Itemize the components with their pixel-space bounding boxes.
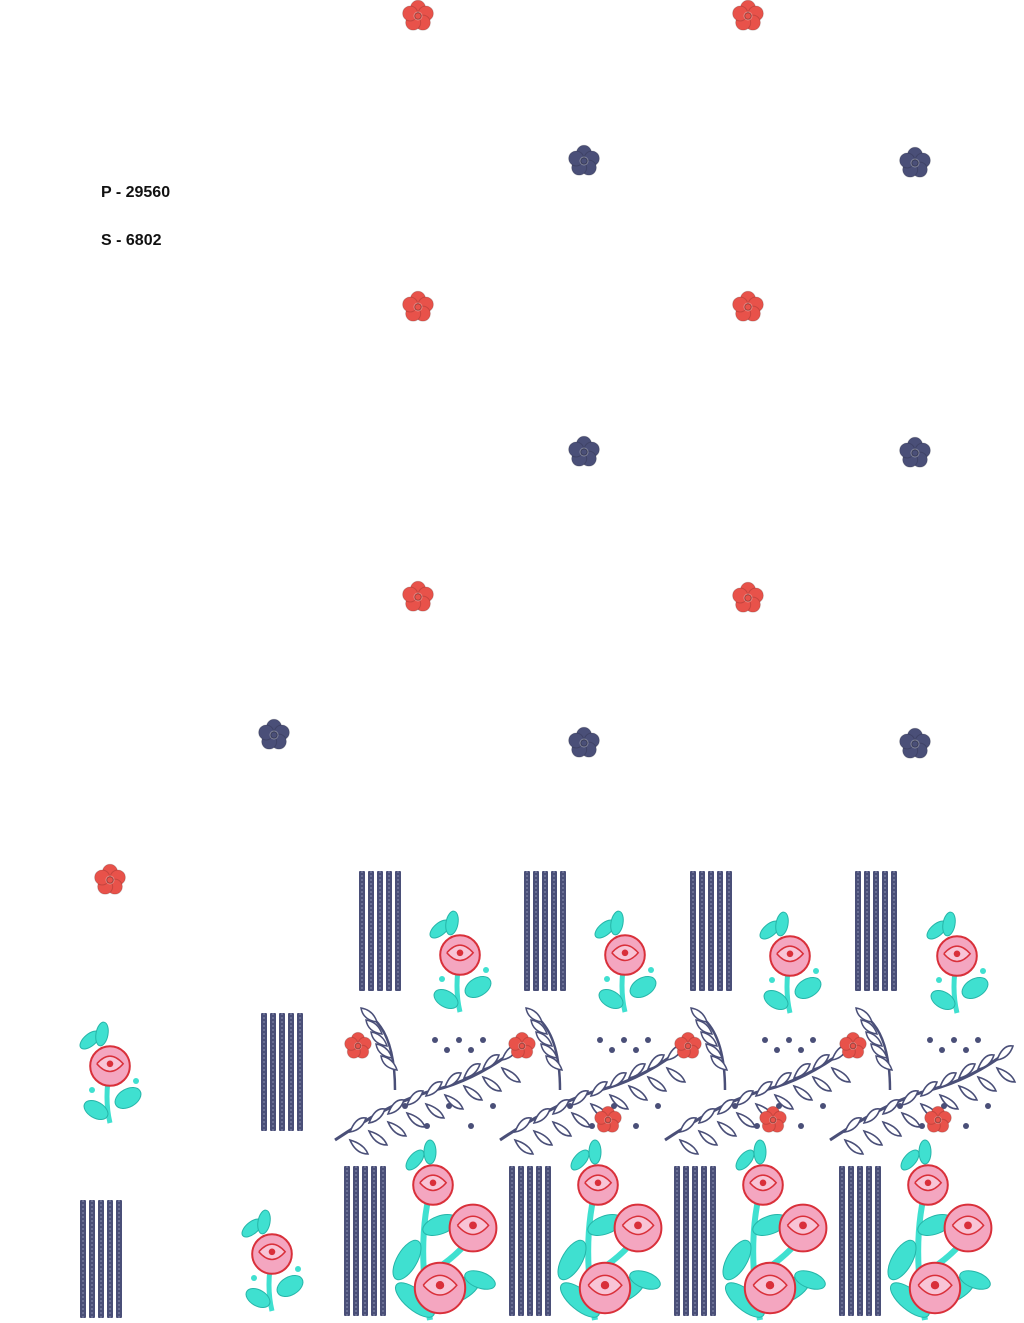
rose-sprig bbox=[594, 910, 657, 1013]
vine-red-flower bbox=[344, 1031, 372, 1059]
rose-sprig bbox=[241, 1209, 304, 1312]
fern-vine bbox=[664, 1007, 852, 1155]
vine-red-flower bbox=[594, 1105, 622, 1133]
stripe-block bbox=[80, 1200, 122, 1318]
small-red-flower bbox=[94, 863, 126, 895]
vine-red-flower bbox=[759, 1105, 787, 1133]
rose-bouquet bbox=[722, 1139, 828, 1321]
small-red-flower bbox=[402, 290, 434, 322]
rose-bouquet bbox=[557, 1139, 663, 1321]
vine-red-flower bbox=[924, 1105, 952, 1133]
fern-vine bbox=[499, 1007, 687, 1155]
small-red-flower bbox=[402, 580, 434, 612]
small-navy-flower bbox=[568, 435, 600, 467]
stripe-block bbox=[344, 1166, 386, 1316]
small-navy-flower bbox=[899, 436, 931, 468]
small-navy-flower bbox=[899, 727, 931, 759]
design-p-code: P - 29560 bbox=[101, 184, 171, 201]
stripe-block bbox=[690, 871, 732, 991]
vine-red-flower bbox=[839, 1031, 867, 1059]
stripe-block bbox=[524, 871, 566, 991]
rose-sprig bbox=[926, 911, 989, 1014]
rose-sprig bbox=[429, 910, 492, 1013]
stripe-block bbox=[261, 1013, 303, 1131]
small-red-flower bbox=[732, 581, 764, 613]
rose-sprig bbox=[759, 911, 822, 1014]
design-s-code: S - 6802 bbox=[101, 232, 162, 249]
rose-sprig bbox=[79, 1021, 142, 1124]
small-navy-flower bbox=[568, 144, 600, 176]
stripe-block bbox=[855, 871, 897, 991]
rose-bouquet bbox=[887, 1139, 993, 1321]
small-navy-flower bbox=[258, 718, 290, 750]
stripe-block bbox=[674, 1166, 716, 1316]
fern-vine bbox=[334, 1007, 522, 1155]
stripe-block bbox=[359, 871, 401, 991]
small-navy-flower bbox=[568, 726, 600, 758]
vine-red-flower bbox=[674, 1031, 702, 1059]
rose-bouquet bbox=[392, 1139, 498, 1321]
vine-red-flower bbox=[508, 1031, 536, 1059]
fern-vine bbox=[829, 1007, 1017, 1155]
stripe-block bbox=[509, 1166, 551, 1316]
small-red-flower bbox=[402, 0, 434, 31]
stripe-block bbox=[839, 1166, 881, 1316]
small-red-flower bbox=[732, 290, 764, 322]
small-navy-flower bbox=[899, 146, 931, 178]
small-red-flower bbox=[732, 0, 764, 31]
